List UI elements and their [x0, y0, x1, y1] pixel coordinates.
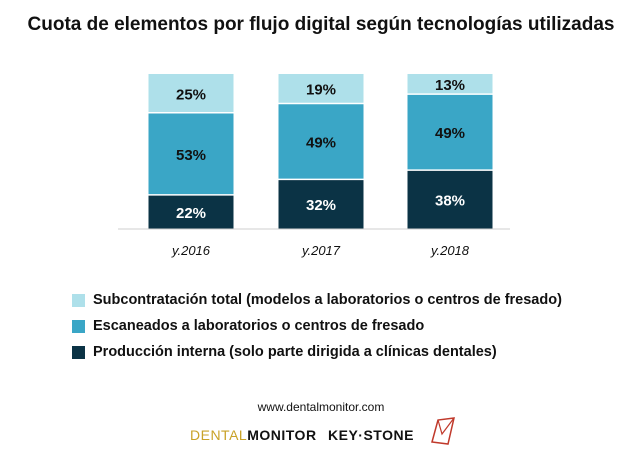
data-label: 38% [435, 193, 465, 210]
bar-segment [407, 170, 493, 229]
logo-dental-text: DENTAL [190, 427, 248, 443]
data-label: 49% [435, 125, 465, 142]
bar-segment [278, 103, 364, 180]
data-label: 53% [176, 147, 206, 164]
source-url: www.dentalmonitor.com [257, 400, 385, 414]
keystone-logo: KEY·STONE [328, 427, 414, 443]
legend-item: Producción interna (solo parte dirigida … [72, 339, 562, 365]
dentalmonitor-logo: DENTALMONITOR [190, 427, 317, 443]
legend-swatch [72, 319, 85, 333]
x-tick-label: y.2016 [171, 243, 211, 258]
legend-label: Escaneados a laboratorios o centros de f… [93, 318, 425, 334]
chart-title: Cuota de elementos por flujo digital seg… [27, 14, 615, 35]
logo-monitor-text: MONITOR [247, 427, 317, 443]
x-tick-labels: y.2016 y.2017 y.2018 [171, 243, 470, 258]
bar-segment [407, 94, 493, 171]
bar-segment [407, 74, 493, 95]
bar-segment [148, 194, 234, 229]
legend-label: Producción interna (solo parte dirigida … [93, 344, 497, 360]
legend-item: Escaneados a laboratorios o centros de f… [72, 313, 562, 339]
bar-segment [148, 112, 234, 195]
data-label: 25% [176, 86, 206, 103]
legend-label: Subcontratación total (modelos a laborat… [93, 292, 562, 308]
x-tick-label: y.2017 [301, 243, 341, 258]
bar-segment [148, 74, 234, 113]
data-label: 49% [306, 134, 336, 151]
data-label: 32% [306, 197, 336, 214]
legend-swatch [72, 345, 85, 359]
data-label: 22% [176, 205, 206, 222]
bars-group: 22% 53% 25% 32% 49% 19% 38% 49% 13% [148, 74, 493, 229]
legend: Subcontratación total (modelos a laborat… [72, 287, 562, 365]
legend-swatch [72, 293, 85, 307]
legend-item: Subcontratación total (modelos a laborat… [72, 287, 562, 313]
data-label: 13% [435, 77, 465, 94]
bar-segment [278, 74, 364, 104]
data-label: 19% [306, 82, 336, 99]
keystone-mark-icon [431, 417, 455, 445]
bar-segment [278, 179, 364, 229]
stacked-bar-chart: 22% 53% 25% 32% 49% 19% 38% 49% 13% y.2016 y.2017… [118, 74, 510, 258]
x-tick-label: y.2018 [430, 243, 470, 258]
